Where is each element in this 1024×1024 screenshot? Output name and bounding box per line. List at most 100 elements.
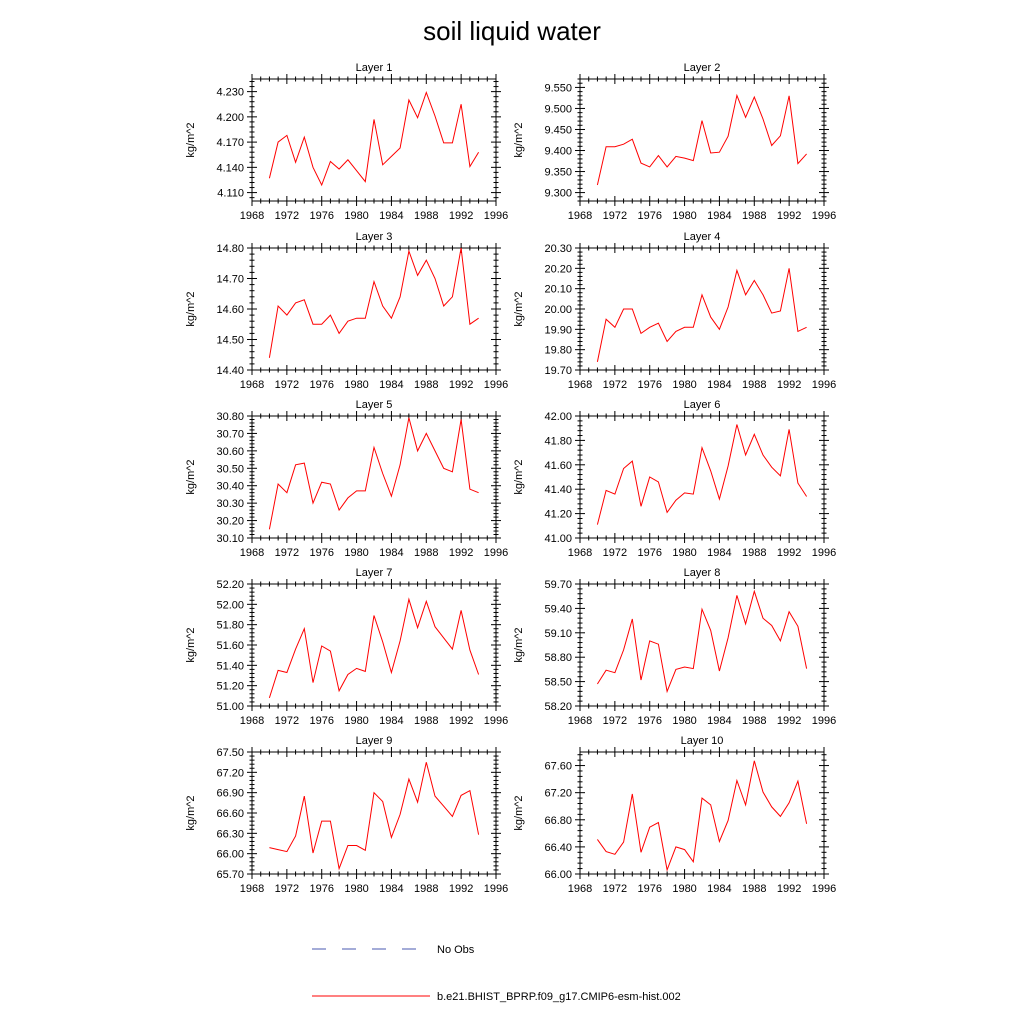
x-tick-label: 1988	[742, 883, 766, 895]
x-tick-label: 1972	[275, 547, 299, 559]
y-tick-label: 58.20	[544, 701, 572, 713]
y-tick-label: 66.00	[216, 849, 244, 861]
x-tick-label: 1992	[777, 547, 801, 559]
y-axis-label: kg/m^2	[185, 291, 197, 326]
panel-layer-9: Layer 9 kg/m^2 1968 1972 1976 1980 1984 1988 199…	[185, 735, 508, 895]
y-tick-label: 41.40	[544, 484, 572, 496]
panel-layer-3: Layer 3 kg/m^2 1968 1972 1976 1980 1984 1988 199…	[185, 231, 508, 391]
x-tick-label: 1984	[379, 210, 403, 222]
panel-layer-8: Layer 8 kg/m^2 1968 1972 1976 1980 1984 1988 199…	[513, 567, 836, 727]
x-tick-label: 1984	[707, 547, 731, 559]
y-tick-label: 51.00	[216, 701, 244, 713]
series-line	[268, 247, 479, 358]
y-axis-label: kg/m^2	[513, 122, 525, 157]
y-tick-label: 19.90	[544, 324, 572, 336]
x-tick-label: 1992	[449, 379, 473, 391]
y-tick-label: 9.300	[544, 188, 572, 200]
x-tick-label: 1976	[309, 715, 333, 727]
x-tick-label: 1996	[484, 715, 508, 727]
x-tick-label: 1996	[484, 379, 508, 391]
x-tick-label: 1976	[637, 210, 661, 222]
x-tick-label: 1992	[449, 883, 473, 895]
x-tick-label: 1976	[309, 883, 333, 895]
y-tick-label: 30.50	[216, 463, 244, 475]
y-tick-label: 30.20	[216, 516, 244, 528]
x-tick-label: 1972	[603, 715, 627, 727]
x-tick-label: 1992	[449, 547, 473, 559]
panels: Layer 1 kg/m^2 1968 1972 1976 1980 1984 1988 199…	[185, 62, 836, 895]
y-axis-label: kg/m^2	[185, 627, 197, 662]
x-tick-label: 1980	[672, 547, 696, 559]
x-tick-label: 1980	[672, 210, 696, 222]
y-tick-label: 14.80	[216, 243, 244, 255]
series-line	[596, 760, 808, 872]
x-tick-label: 1996	[484, 883, 508, 895]
y-tick-label: 58.80	[544, 652, 572, 664]
y-tick-label: 66.60	[216, 808, 244, 820]
x-tick-label: 1972	[275, 210, 299, 222]
x-tick-label: 1980	[344, 379, 368, 391]
x-tick-label: 1972	[603, 379, 627, 391]
y-tick-label: 67.20	[216, 767, 244, 779]
panel-title: Layer 2	[684, 62, 721, 74]
panel-layer-2: Layer 2 kg/m^2 1968 1972 1976 1980 1984 1988 199…	[513, 62, 836, 222]
x-tick-label: 1984	[707, 883, 731, 895]
y-axis-label: kg/m^2	[185, 795, 197, 830]
x-tick-label: 1968	[568, 715, 592, 727]
y-tick-label: 67.50	[216, 747, 244, 759]
x-tick-label: 1976	[637, 883, 661, 895]
x-tick-label: 1996	[812, 210, 836, 222]
y-axis-label: kg/m^2	[185, 122, 197, 157]
x-tick-label: 1988	[742, 715, 766, 727]
y-tick-label: 14.70	[216, 274, 244, 286]
legend-model-label: b.e21.BHIST_BPRP.f09_g17.CMIP6-esm-hist.…	[437, 991, 681, 1003]
y-tick-label: 30.70	[216, 428, 244, 440]
x-tick-label: 1968	[240, 547, 264, 559]
y-tick-label: 59.40	[544, 603, 572, 615]
y-tick-label: 30.80	[216, 411, 244, 423]
panel-title: Layer 1	[356, 62, 393, 74]
y-tick-label: 51.40	[216, 660, 244, 672]
x-tick-label: 1980	[672, 379, 696, 391]
y-tick-label: 52.20	[216, 579, 244, 591]
x-tick-label: 1980	[344, 210, 368, 222]
x-tick-label: 1976	[309, 547, 333, 559]
panel-title: Layer 7	[356, 567, 393, 579]
x-tick-label: 1992	[777, 210, 801, 222]
x-tick-label: 1984	[707, 715, 731, 727]
y-tick-label: 20.20	[544, 263, 572, 275]
x-tick-label: 1992	[449, 715, 473, 727]
x-tick-label: 1976	[309, 210, 333, 222]
y-tick-label: 66.30	[216, 828, 244, 840]
x-tick-label: 1976	[637, 379, 661, 391]
panel-layer-5: Layer 5 kg/m^2 1968 1972 1976 1980 1984 1988 199…	[185, 399, 508, 559]
x-tick-label: 1972	[275, 715, 299, 727]
x-tick-label: 1988	[742, 547, 766, 559]
x-tick-label: 1992	[777, 883, 801, 895]
panel-title: Layer 8	[684, 567, 721, 579]
y-axis-label: kg/m^2	[513, 291, 525, 326]
plot-frame	[579, 583, 825, 707]
plot-frame	[251, 247, 497, 371]
y-tick-label: 9.350	[544, 167, 572, 179]
series-line	[596, 589, 808, 694]
panel-title: Layer 4	[684, 231, 721, 243]
x-tick-label: 1968	[240, 379, 264, 391]
y-tick-label: 51.20	[216, 681, 244, 693]
y-axis-label: kg/m^2	[513, 459, 525, 494]
x-tick-label: 1984	[707, 379, 731, 391]
x-tick-label: 1980	[344, 547, 368, 559]
x-tick-label: 1992	[777, 379, 801, 391]
y-tick-label: 14.60	[216, 304, 244, 316]
x-tick-label: 1992	[449, 210, 473, 222]
y-tick-label: 41.00	[544, 533, 572, 545]
x-tick-label: 1972	[603, 210, 627, 222]
series-line	[268, 91, 480, 187]
x-tick-label: 1980	[672, 715, 696, 727]
x-tick-label: 1988	[414, 547, 438, 559]
y-tick-label: 41.60	[544, 460, 572, 472]
y-tick-label: 9.500	[544, 103, 572, 115]
legend-no-obs-label: No Obs	[437, 944, 475, 956]
x-tick-label: 1980	[344, 715, 368, 727]
y-tick-label: 42.00	[544, 411, 572, 423]
